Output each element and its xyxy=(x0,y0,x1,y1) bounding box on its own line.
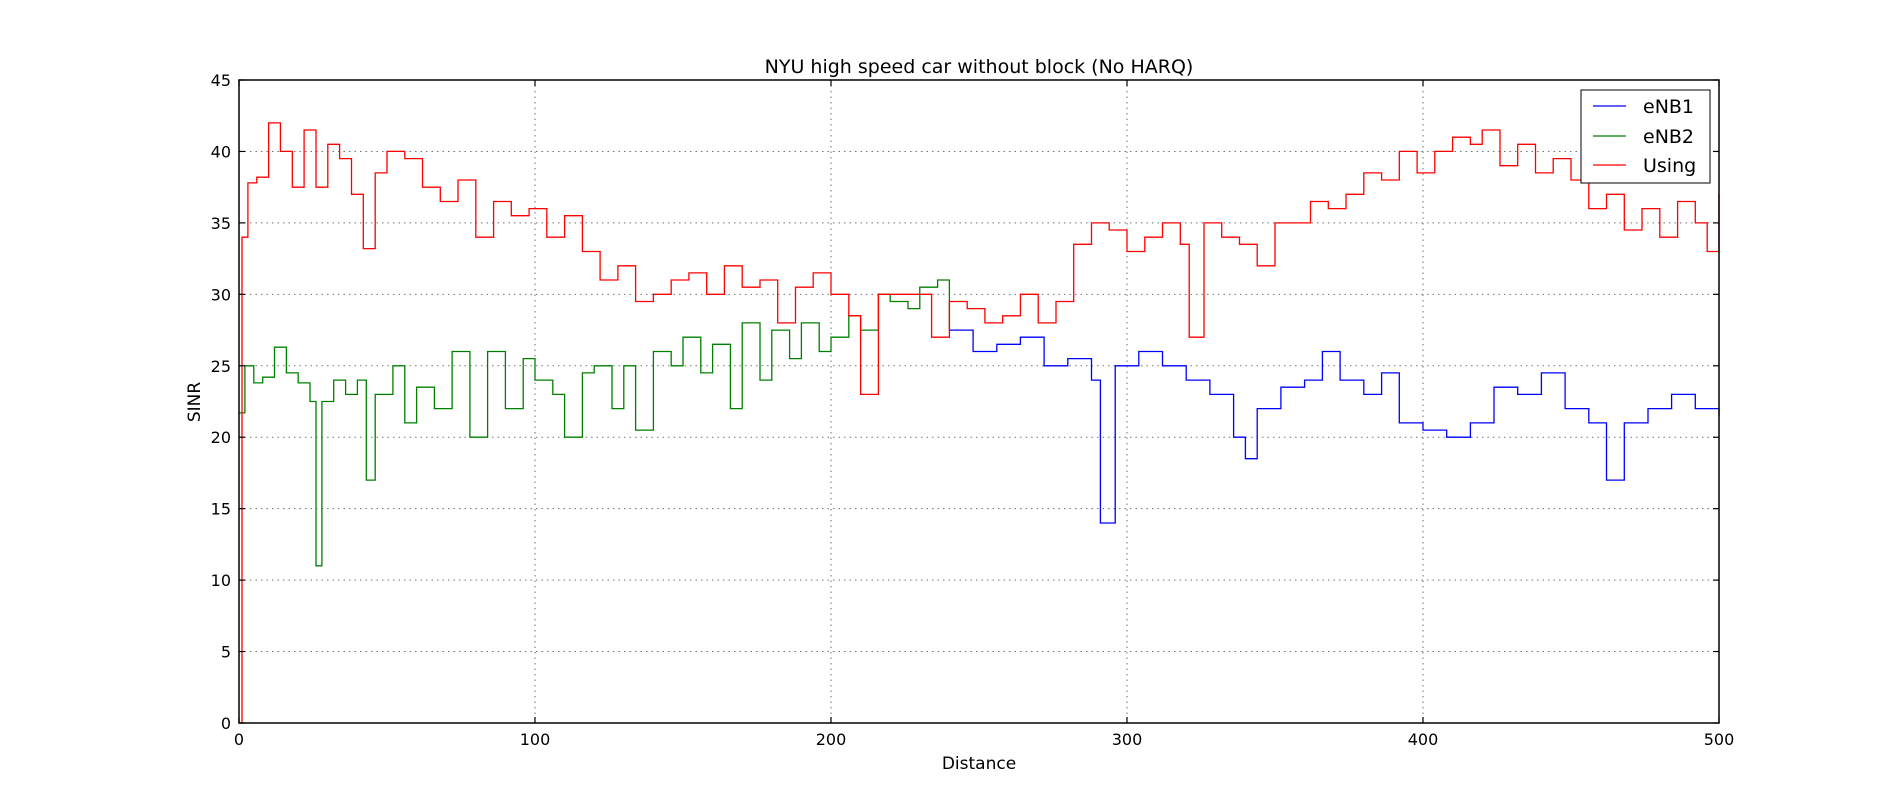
plot-frame xyxy=(238,79,1720,724)
y-tick-label: 10 xyxy=(211,571,231,590)
y-tick-label: 15 xyxy=(211,500,231,519)
series-lines xyxy=(239,122,1720,724)
legend-label-enb1: eNB1 xyxy=(1643,96,1694,118)
y-tick-label: 40 xyxy=(211,142,231,161)
y-tick-label: 45 xyxy=(211,71,231,90)
y-tick-label: 20 xyxy=(211,428,231,447)
axis-ticks: 0 100 200 300 400 500 0 5 10 15 20 25 30 35 40 45 xyxy=(211,71,1735,749)
x-tick-label: 400 xyxy=(1408,730,1439,749)
y-tick-label: 35 xyxy=(211,214,231,233)
x-tick-label: 100 xyxy=(520,730,551,749)
x-tick-label: 500 xyxy=(1704,730,1735,749)
legend-label-enb2: eNB2 xyxy=(1643,126,1694,148)
chart-title: NYU high speed car without block (No HAR… xyxy=(765,56,1194,78)
y-axis-label: SINR xyxy=(185,382,205,423)
legend: eNB1 eNB2 Using xyxy=(1580,89,1711,184)
series-line-enb2 xyxy=(239,279,951,567)
y-tick-label: 5 xyxy=(221,643,231,662)
y-tick-label: 0 xyxy=(221,714,231,733)
y-tick-label: 30 xyxy=(211,285,231,304)
x-axis-label: Distance xyxy=(942,754,1016,774)
grid xyxy=(239,80,1719,723)
x-tick-label: 200 xyxy=(816,730,847,749)
y-tick-label: 25 xyxy=(211,357,231,376)
legend-label-using: Using xyxy=(1643,155,1696,177)
series-line-using xyxy=(239,122,1720,724)
x-tick-label: 0 xyxy=(234,730,244,749)
x-tick-label: 300 xyxy=(1112,730,1143,749)
series-line-enb1 xyxy=(949,329,1720,524)
